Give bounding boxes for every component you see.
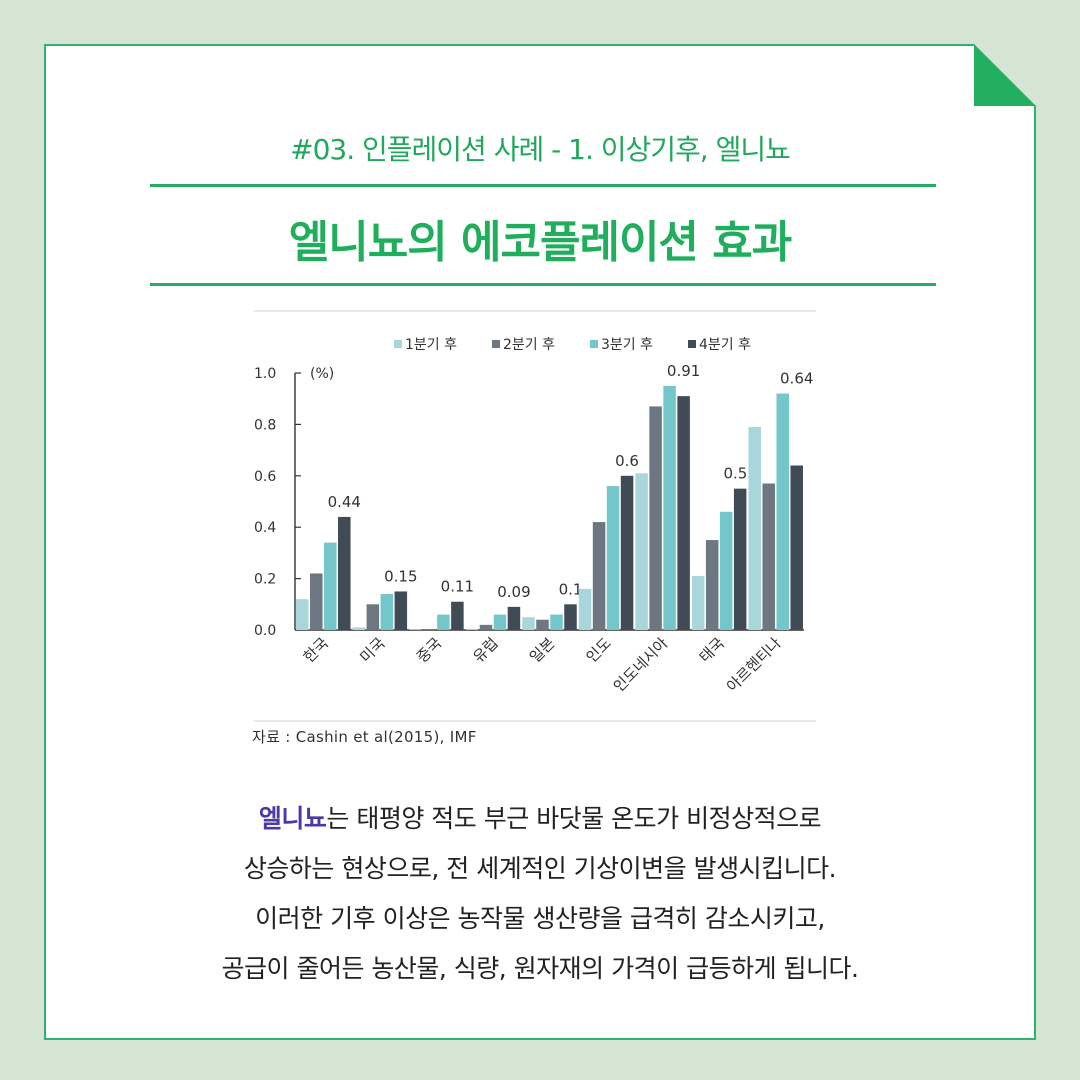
content-card: #03. 인플레이션 사례 - 1. 이상기후, 엘니뇨 엘니뇨의 에코플레이션… — [44, 44, 1036, 1040]
bar — [733, 488, 747, 630]
bar — [635, 473, 648, 630]
data-label: 0.64 — [780, 370, 813, 388]
bar — [677, 396, 690, 630]
bar — [691, 576, 705, 630]
section-subtitle: #03. 인플레이션 사례 - 1. 이상기후, 엘니뇨 — [290, 133, 791, 166]
y-tick-label: 0.0 — [254, 623, 276, 639]
body-line-2: 상승하는 현상으로, 전 세계적인 기상이변을 발생시킵니다. — [243, 854, 837, 883]
bar — [479, 624, 493, 630]
body-line-1: 엘니뇨는 태평양 적도 부근 바닷물 온도가 비정상적으로 — [46, 794, 1034, 844]
y-tick-label: 0.2 — [254, 572, 276, 588]
divider-bottom — [150, 283, 936, 286]
category-label: 인도 — [583, 634, 615, 666]
legend-label: 2분기 후 — [503, 337, 555, 353]
bar — [620, 475, 634, 630]
bar — [578, 588, 592, 630]
bar — [366, 604, 380, 630]
chart-svg: 0.0 0.2 0.4 0.6 0.8 1.0 (%) 1분기 후 2분기 후 3분기 후 4분기 … — [254, 310, 816, 722]
bar — [493, 614, 507, 630]
bar — [762, 483, 775, 630]
data-label: 0.1 — [559, 580, 583, 598]
data-label: 0.6 — [615, 452, 639, 470]
bar — [564, 604, 577, 630]
bar — [310, 573, 323, 630]
y-tick-label: 0.6 — [254, 469, 276, 485]
bar — [719, 511, 733, 630]
body-line-3: 이러한 기후 이상은 농작물 생산량을 급격히 감소시키고, — [255, 904, 825, 933]
bar — [748, 426, 761, 630]
bar — [465, 629, 479, 630]
bar — [423, 629, 436, 630]
highlight-term: 엘니뇨 — [258, 804, 327, 833]
legend-swatch — [688, 340, 696, 348]
bar — [705, 540, 719, 630]
divider-top — [150, 184, 936, 187]
bar — [536, 619, 549, 630]
bar — [296, 599, 309, 630]
legend-label: 4분기 후 — [699, 337, 751, 353]
category-label: 일본 — [526, 634, 558, 666]
body-line-4: 공급이 줄어든 농산물, 식량, 원자재의 가격이 급등하게 됩니다. — [221, 954, 859, 983]
bar — [437, 614, 450, 630]
legend-label: 3분기 후 — [601, 337, 653, 353]
bar — [550, 614, 563, 630]
bar — [338, 516, 351, 630]
page-title: 엘니뇨의 에코플레이션 효과 — [288, 217, 792, 268]
data-label: 0.15 — [384, 567, 417, 585]
bar — [592, 522, 606, 630]
bar — [790, 465, 803, 630]
category-label: 중국 — [413, 634, 445, 666]
bar — [522, 617, 535, 630]
body-text: 엘니뇨는 태평양 적도 부근 바닷물 온도가 비정상적으로 상승하는 현상으로,… — [46, 794, 1034, 994]
y-tick-label: 0.8 — [254, 417, 276, 433]
body-line-1-text: 는 태평양 적도 부근 바닷물 온도가 비정상적으로 — [326, 804, 822, 833]
chart-source: 자료 : Cashin et al(2015), IMF — [252, 728, 477, 746]
bar-chart: 0.0 0.2 0.4 0.6 0.8 1.0 (%) 1분기 후 2분기 후 3분기 후 4분기 … — [244, 308, 816, 758]
bar — [324, 542, 337, 630]
bar — [507, 606, 521, 630]
legend-swatch — [394, 340, 402, 348]
y-unit-label: (%) — [310, 366, 334, 382]
data-label: 0.11 — [441, 578, 474, 596]
bar — [776, 393, 789, 630]
category-label: 한국 — [300, 634, 332, 666]
bar — [394, 591, 408, 630]
category-label: 인도네시아 — [610, 634, 672, 696]
bar — [663, 385, 676, 630]
category-label: 유럽 — [470, 634, 502, 666]
bar — [606, 486, 620, 630]
bar — [451, 601, 464, 630]
legend-swatch — [590, 340, 598, 348]
bar — [649, 406, 662, 630]
legend-swatch — [492, 340, 500, 348]
data-label: 0.91 — [667, 362, 700, 380]
y-tick-label: 0.4 — [254, 520, 276, 536]
category-label: 미국 — [356, 634, 388, 666]
bar — [409, 629, 422, 630]
y-tick-label: 1.0 — [254, 366, 276, 382]
legend-label: 1분기 후 — [405, 337, 457, 353]
category-label: 아르헨티나 — [723, 634, 785, 696]
bar — [380, 594, 394, 630]
bar — [352, 627, 366, 630]
data-label: 0.09 — [497, 583, 530, 601]
category-label: 태국 — [696, 634, 728, 666]
data-label: 0.44 — [328, 493, 361, 511]
